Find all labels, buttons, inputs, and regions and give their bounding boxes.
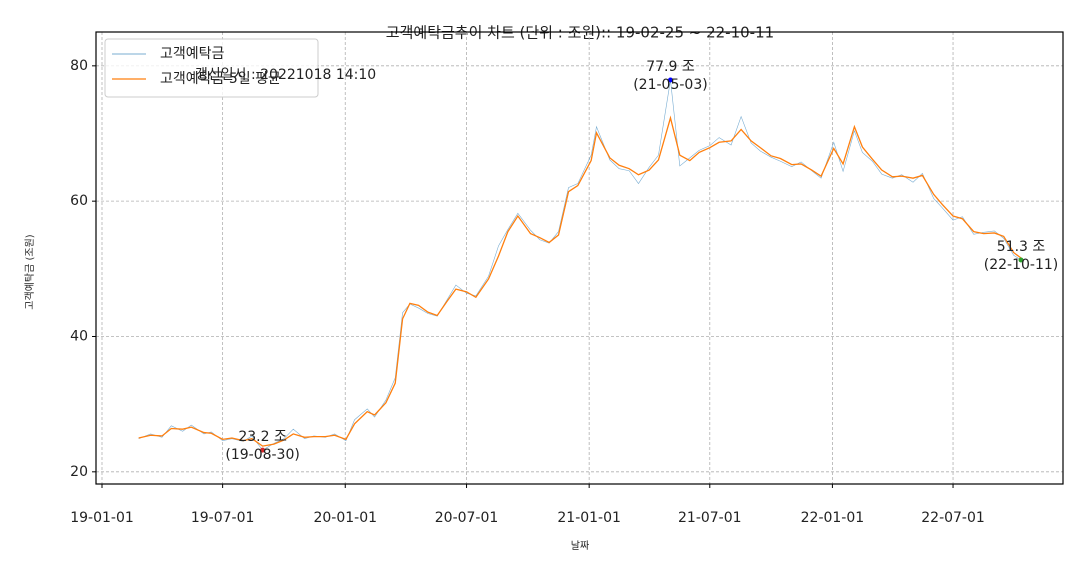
legend-label: 고객예탁금 5일 평균 bbox=[160, 71, 281, 87]
legend-box bbox=[104, 38, 319, 98]
legend-label: 고객예탁금 bbox=[160, 46, 225, 62]
annotation-value: 51.3 조 bbox=[997, 239, 1046, 255]
annotation-marker bbox=[667, 77, 673, 83]
y-tick-label: 60 bbox=[70, 193, 88, 209]
data-line bbox=[138, 79, 1022, 451]
x-tick-label: 20-07-01 bbox=[435, 510, 499, 526]
y-tick-label: 40 bbox=[70, 328, 88, 344]
annotation-marker bbox=[1018, 257, 1024, 263]
plot-frame bbox=[95, 31, 1064, 485]
annotation-date: (22-10-11) bbox=[984, 257, 1058, 273]
annotation-date: (21-05-03) bbox=[633, 77, 707, 93]
x-tick-label: 21-07-01 bbox=[678, 510, 742, 526]
data-line bbox=[138, 115, 1022, 447]
update-note: 갱신일시 : 20221018 14:10 bbox=[195, 67, 376, 83]
x-tick-label: 19-01-01 bbox=[70, 510, 134, 526]
x-tick-label: 20-01-01 bbox=[313, 510, 377, 526]
y-tick-label: 20 bbox=[70, 464, 88, 480]
x-axis-label: 날짜 bbox=[571, 540, 589, 552]
y-tick-label: 80 bbox=[70, 58, 88, 74]
annotation-value: 77.9 조 bbox=[646, 59, 695, 75]
x-tick-label: 22-01-01 bbox=[801, 510, 865, 526]
y-axis-label: 고객예탁금 (조원) bbox=[24, 234, 36, 309]
x-tick-label: 22-07-01 bbox=[921, 510, 985, 526]
annotation-marker bbox=[260, 447, 266, 453]
annotation-value: 23.2 조 bbox=[238, 429, 287, 445]
x-tick-label: 21-01-01 bbox=[557, 510, 621, 526]
annotation-date: (19-08-30) bbox=[225, 447, 299, 463]
x-tick-label: 19-07-01 bbox=[191, 510, 255, 526]
